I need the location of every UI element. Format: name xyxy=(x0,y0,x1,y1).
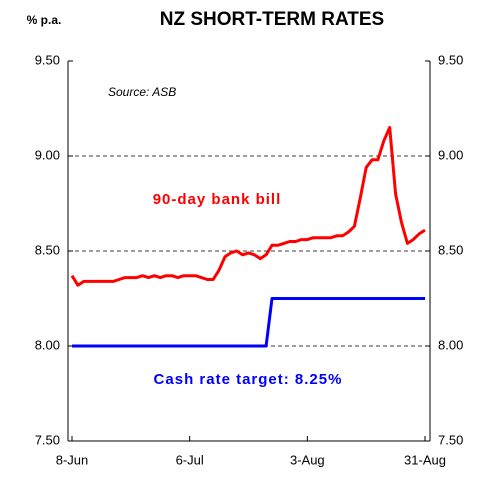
x-tick-label: 3-Aug xyxy=(290,452,325,467)
y-tick-label: 9.00 xyxy=(35,147,60,162)
y2-tick-label: 8.50 xyxy=(438,242,463,257)
y-tick-label: 8.50 xyxy=(35,242,60,257)
series-label: Cash rate target: 8.25% xyxy=(154,371,343,388)
y2-tick-label: 7.50 xyxy=(438,432,463,447)
x-tick-label: 8-Jun xyxy=(56,452,89,467)
y-axis-label: % p.a. xyxy=(27,13,62,27)
y2-tick-label: 8.00 xyxy=(438,337,463,352)
series-line xyxy=(72,297,425,348)
series-label: 90-day bank bill xyxy=(153,191,282,208)
series-line xyxy=(70,126,426,287)
y-tick-label: 9.50 xyxy=(35,52,60,67)
y-tick-label: 7.50 xyxy=(35,432,60,447)
y2-tick-label: 9.00 xyxy=(438,147,463,162)
y2-tick-label: 9.50 xyxy=(438,52,463,67)
chart-title: NZ SHORT-TERM RATES xyxy=(160,9,384,30)
x-tick-label: 6-Jul xyxy=(176,452,204,467)
x-tick-label: 31-Aug xyxy=(404,452,446,467)
annotation: Source: ASB xyxy=(108,85,176,99)
y-tick-label: 8.00 xyxy=(35,337,60,352)
